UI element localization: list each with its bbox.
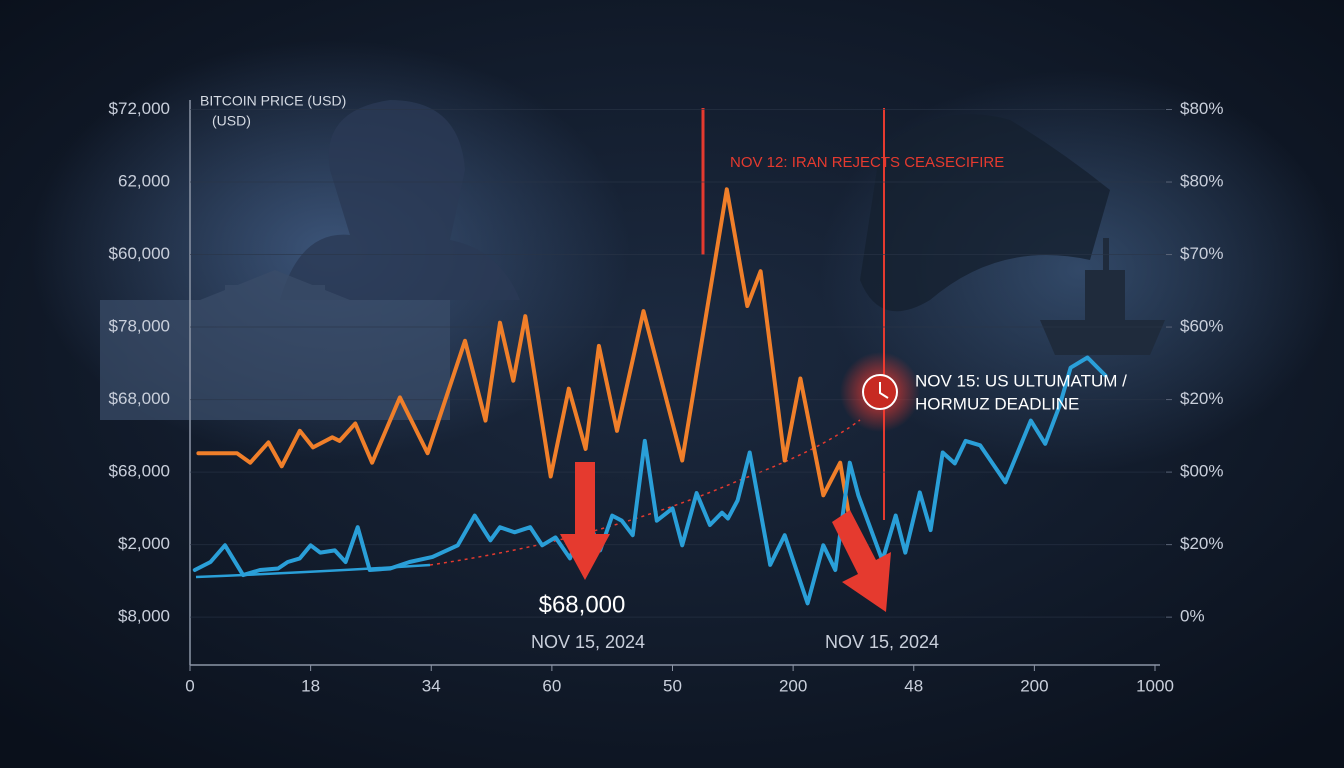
- x-tick-label: 48: [904, 676, 923, 695]
- y-tick-label: $8,000: [118, 607, 170, 626]
- portrait-silhouette: [280, 100, 520, 300]
- y-tick-label: $2,000: [118, 534, 170, 553]
- baseline-curve: [195, 563, 431, 579]
- y2-tick-label: $20%: [1180, 389, 1223, 408]
- trend-line: [429, 419, 861, 566]
- series-line: [196, 187, 852, 523]
- y2-tick-label: $60%: [1180, 317, 1223, 336]
- x-tick-label: 50: [663, 676, 682, 695]
- y2-tick-label: $70%: [1180, 244, 1223, 263]
- map-silhouette: [860, 114, 1110, 312]
- y-tick-label: $78,000: [109, 317, 170, 336]
- annotation: NOV 15: US ULTUMATUM /: [915, 371, 1127, 390]
- y-tick-label: $68,000: [109, 389, 170, 408]
- annotation: HORMUZ DEADLINE: [915, 394, 1079, 413]
- x-tick-label: 18: [301, 676, 320, 695]
- y2-tick-label: $80%: [1180, 172, 1223, 191]
- y-tick-label: 62,000: [118, 172, 170, 191]
- ship-silhouette: [1040, 238, 1165, 355]
- x-tick-label: 1000: [1136, 676, 1174, 695]
- annotation: $68,000: [539, 591, 626, 618]
- chart-subtitle: (USD): [212, 113, 251, 129]
- annotation: NOV 15, 2024: [825, 632, 939, 652]
- chart-title: BITCOIN PRICE (USD): [200, 93, 346, 109]
- x-tick-label: 60: [542, 676, 561, 695]
- y2-tick-label: $80%: [1180, 99, 1223, 118]
- down-arrow: [832, 510, 891, 612]
- x-tick-label: 34: [422, 676, 441, 695]
- x-tick-label: 200: [1020, 676, 1048, 695]
- y2-tick-label: 0%: [1180, 607, 1205, 626]
- down-arrow: [560, 462, 610, 580]
- x-tick-label: 0: [185, 676, 194, 695]
- y2-tick-label: $20%: [1180, 534, 1223, 553]
- series-line: [192, 355, 1108, 606]
- x-tick-label: 200: [779, 676, 807, 695]
- y-tick-label: $72,000: [109, 99, 170, 118]
- clock-hands: [879, 382, 889, 399]
- y-tick-label: $60,000: [109, 244, 170, 263]
- y2-tick-label: $00%: [1180, 462, 1223, 481]
- y-tick-label: $68,000: [109, 462, 170, 481]
- annotation: NOV 12: IRAN REJECTS CEASECIFIRE: [730, 154, 1004, 171]
- annotation: NOV 15, 2024: [531, 632, 645, 652]
